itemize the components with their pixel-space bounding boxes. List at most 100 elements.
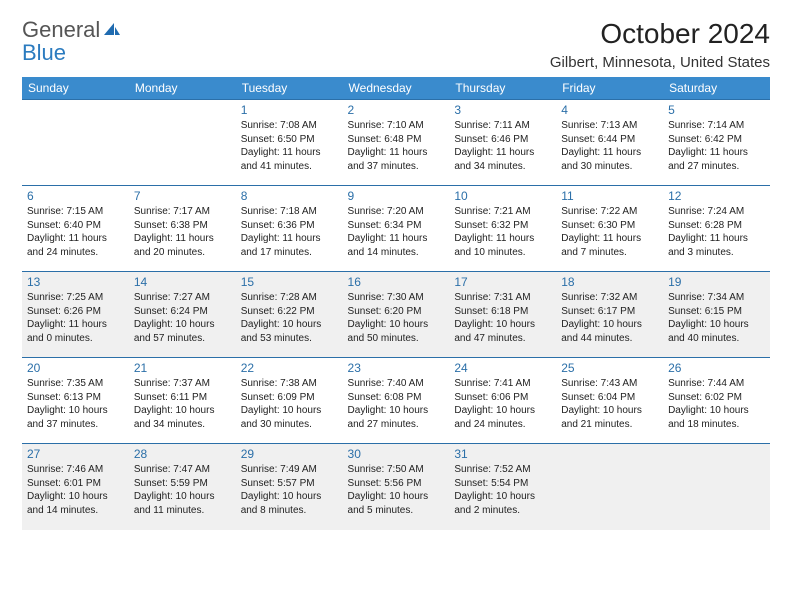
calendar-day-cell: 5 Sunrise: 7:14 AMSunset: 6:42 PMDaylight… bbox=[663, 100, 770, 186]
calendar-day-cell: 8 Sunrise: 7:18 AMSunset: 6:36 PMDaylight… bbox=[236, 186, 343, 272]
calendar-day-cell: 18 Sunrise: 7:32 AMSunset: 6:17 PMDayligh… bbox=[556, 272, 663, 358]
day-number: 4 bbox=[561, 103, 658, 117]
weekday-header: Tuesday bbox=[236, 77, 343, 100]
day-info: Sunrise: 7:08 AMSunset: 6:50 PMDaylight:… bbox=[241, 119, 338, 173]
day-number: 31 bbox=[454, 447, 551, 461]
day-info: Sunrise: 7:13 AMSunset: 6:44 PMDaylight:… bbox=[561, 119, 658, 173]
day-info: Sunrise: 7:22 AMSunset: 6:30 PMDaylight:… bbox=[561, 205, 658, 259]
day-info: Sunrise: 7:49 AMSunset: 5:57 PMDaylight:… bbox=[241, 463, 338, 517]
day-info: Sunrise: 7:52 AMSunset: 5:54 PMDaylight:… bbox=[454, 463, 551, 517]
calendar-week-row: 13 Sunrise: 7:25 AMSunset: 6:26 PMDayligh… bbox=[22, 272, 770, 358]
day-info: Sunrise: 7:44 AMSunset: 6:02 PMDaylight:… bbox=[668, 377, 765, 431]
calendar-day-cell: 15 Sunrise: 7:28 AMSunset: 6:22 PMDayligh… bbox=[236, 272, 343, 358]
day-number: 10 bbox=[454, 189, 551, 203]
calendar-day-cell bbox=[22, 100, 129, 186]
day-number: 7 bbox=[134, 189, 231, 203]
calendar-day-cell: 28 Sunrise: 7:47 AMSunset: 5:59 PMDayligh… bbox=[129, 444, 236, 530]
day-info: Sunrise: 7:28 AMSunset: 6:22 PMDaylight:… bbox=[241, 291, 338, 345]
day-number: 19 bbox=[668, 275, 765, 289]
calendar-day-cell: 24Sunrise: 7:41 AMSunset: 6:06 PMDayligh… bbox=[449, 358, 556, 444]
day-number: 5 bbox=[668, 103, 765, 117]
day-info: Sunrise: 7:31 AMSunset: 6:18 PMDaylight:… bbox=[454, 291, 551, 345]
calendar-day-cell: 21Sunrise: 7:37 AMSunset: 6:11 PMDayligh… bbox=[129, 358, 236, 444]
day-number: 13 bbox=[27, 275, 124, 289]
day-number: 18 bbox=[561, 275, 658, 289]
day-number: 30 bbox=[348, 447, 445, 461]
day-number: 20 bbox=[27, 361, 124, 375]
calendar-day-cell: 1 Sunrise: 7:08 AMSunset: 6:50 PMDaylight… bbox=[236, 100, 343, 186]
day-info: Sunrise: 7:50 AMSunset: 5:56 PMDaylight:… bbox=[348, 463, 445, 517]
calendar-day-cell: 22 Sunrise: 7:38 AMSunset: 6:09 PMDayligh… bbox=[236, 358, 343, 444]
weekday-header: Wednesday bbox=[343, 77, 450, 100]
page-header: General Blue October 2024 Gilbert, Minne… bbox=[22, 18, 770, 71]
calendar-day-cell: 14 Sunrise: 7:27 AMSunset: 6:24 PMDayligh… bbox=[129, 272, 236, 358]
calendar-day-cell: 19 Sunrise: 7:34 AMSunset: 6:15 PMDayligh… bbox=[663, 272, 770, 358]
weekday-header: Monday bbox=[129, 77, 236, 100]
calendar-day-cell: 3Sunrise: 7:11 AMSunset: 6:46 PMDaylight… bbox=[449, 100, 556, 186]
day-info: Sunrise: 7:24 AMSunset: 6:28 PMDaylight:… bbox=[668, 205, 765, 259]
day-info: Sunrise: 7:30 AMSunset: 6:20 PMDaylight:… bbox=[348, 291, 445, 345]
day-info: Sunrise: 7:35 AMSunset: 6:13 PMDaylight:… bbox=[27, 377, 124, 431]
sail-icon bbox=[102, 21, 122, 37]
day-number: 16 bbox=[348, 275, 445, 289]
calendar-day-cell: 10Sunrise: 7:21 AMSunset: 6:32 PMDayligh… bbox=[449, 186, 556, 272]
day-number: 9 bbox=[348, 189, 445, 203]
day-info: Sunrise: 7:47 AMSunset: 5:59 PMDaylight:… bbox=[134, 463, 231, 517]
day-info: Sunrise: 7:32 AMSunset: 6:17 PMDaylight:… bbox=[561, 291, 658, 345]
title-block: October 2024 Gilbert, Minnesota, United … bbox=[550, 18, 770, 71]
calendar-week-row: 6 Sunrise: 7:15 AMSunset: 6:40 PMDaylight… bbox=[22, 186, 770, 272]
calendar-table: SundayMondayTuesdayWednesdayThursdayFrid… bbox=[22, 77, 770, 530]
calendar-week-row: 1 Sunrise: 7:08 AMSunset: 6:50 PMDaylight… bbox=[22, 100, 770, 186]
brand-part1: General bbox=[22, 17, 100, 42]
day-number: 11 bbox=[561, 189, 658, 203]
brand-part2: Blue bbox=[22, 40, 66, 65]
calendar-day-cell: 11 Sunrise: 7:22 AMSunset: 6:30 PMDayligh… bbox=[556, 186, 663, 272]
weekday-header: Sunday bbox=[22, 77, 129, 100]
day-info: Sunrise: 7:18 AMSunset: 6:36 PMDaylight:… bbox=[241, 205, 338, 259]
day-info: Sunrise: 7:34 AMSunset: 6:15 PMDaylight:… bbox=[668, 291, 765, 345]
day-number: 17 bbox=[454, 275, 551, 289]
calendar-day-cell: 26 Sunrise: 7:44 AMSunset: 6:02 PMDayligh… bbox=[663, 358, 770, 444]
day-number: 28 bbox=[134, 447, 231, 461]
day-info: Sunrise: 7:17 AMSunset: 6:38 PMDaylight:… bbox=[134, 205, 231, 259]
weekday-header: Saturday bbox=[663, 77, 770, 100]
month-title: October 2024 bbox=[550, 18, 770, 50]
calendar-day-cell: 7 Sunrise: 7:17 AMSunset: 6:38 PMDaylight… bbox=[129, 186, 236, 272]
day-number: 22 bbox=[241, 361, 338, 375]
day-info: Sunrise: 7:41 AMSunset: 6:06 PMDaylight:… bbox=[454, 377, 551, 431]
day-number: 2 bbox=[348, 103, 445, 117]
calendar-day-cell: 17 Sunrise: 7:31 AMSunset: 6:18 PMDayligh… bbox=[449, 272, 556, 358]
calendar-day-cell: 2 Sunrise: 7:10 AMSunset: 6:48 PMDaylight… bbox=[343, 100, 450, 186]
calendar-day-cell bbox=[556, 444, 663, 530]
day-info: Sunrise: 7:20 AMSunset: 6:34 PMDaylight:… bbox=[348, 205, 445, 259]
day-number: 15 bbox=[241, 275, 338, 289]
weekday-header-row: SundayMondayTuesdayWednesdayThursdayFrid… bbox=[22, 77, 770, 100]
brand-logo: General Blue bbox=[22, 18, 122, 64]
day-info: Sunrise: 7:38 AMSunset: 6:09 PMDaylight:… bbox=[241, 377, 338, 431]
day-number: 6 bbox=[27, 189, 124, 203]
day-info: Sunrise: 7:43 AMSunset: 6:04 PMDaylight:… bbox=[561, 377, 658, 431]
day-number: 14 bbox=[134, 275, 231, 289]
calendar-day-cell: 4 Sunrise: 7:13 AMSunset: 6:44 PMDaylight… bbox=[556, 100, 663, 186]
day-number: 8 bbox=[241, 189, 338, 203]
day-info: Sunrise: 7:27 AMSunset: 6:24 PMDaylight:… bbox=[134, 291, 231, 345]
calendar-day-cell: 29 Sunrise: 7:49 AMSunset: 5:57 PMDayligh… bbox=[236, 444, 343, 530]
day-info: Sunrise: 7:14 AMSunset: 6:42 PMDaylight:… bbox=[668, 119, 765, 173]
day-info: Sunrise: 7:25 AMSunset: 6:26 PMDaylight:… bbox=[27, 291, 124, 345]
calendar-day-cell: 13 Sunrise: 7:25 AMSunset: 6:26 PMDayligh… bbox=[22, 272, 129, 358]
day-number: 1 bbox=[241, 103, 338, 117]
calendar-day-cell: 27Sunrise: 7:46 AMSunset: 6:01 PMDayligh… bbox=[22, 444, 129, 530]
calendar-day-cell: 23Sunrise: 7:40 AMSunset: 6:08 PMDayligh… bbox=[343, 358, 450, 444]
calendar-day-cell: 25Sunrise: 7:43 AMSunset: 6:04 PMDayligh… bbox=[556, 358, 663, 444]
day-number: 12 bbox=[668, 189, 765, 203]
calendar-day-cell: 9 Sunrise: 7:20 AMSunset: 6:34 PMDaylight… bbox=[343, 186, 450, 272]
day-number: 26 bbox=[668, 361, 765, 375]
location-text: Gilbert, Minnesota, United States bbox=[550, 54, 770, 71]
calendar-day-cell: 16 Sunrise: 7:30 AMSunset: 6:20 PMDayligh… bbox=[343, 272, 450, 358]
day-number: 29 bbox=[241, 447, 338, 461]
calendar-day-cell: 30 Sunrise: 7:50 AMSunset: 5:56 PMDayligh… bbox=[343, 444, 450, 530]
calendar-body: 1 Sunrise: 7:08 AMSunset: 6:50 PMDaylight… bbox=[22, 100, 770, 530]
day-info: Sunrise: 7:10 AMSunset: 6:48 PMDaylight:… bbox=[348, 119, 445, 173]
day-number: 3 bbox=[454, 103, 551, 117]
day-info: Sunrise: 7:15 AMSunset: 6:40 PMDaylight:… bbox=[27, 205, 124, 259]
